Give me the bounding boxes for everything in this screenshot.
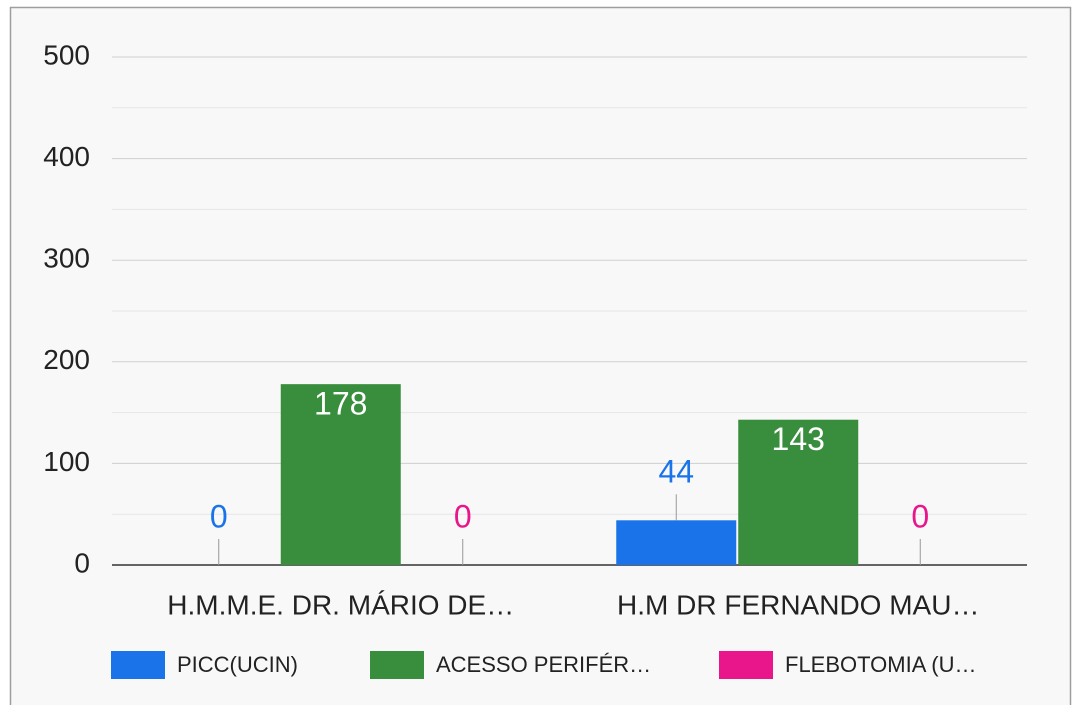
y-tick-label: 300 xyxy=(43,243,90,274)
x-tick-label: H.M DR FERNANDO MAU… xyxy=(617,589,979,620)
legend-swatch xyxy=(719,651,773,679)
y-tick-label: 0 xyxy=(74,547,90,578)
y-tick-label: 100 xyxy=(43,446,90,477)
legend-swatch xyxy=(370,651,424,679)
y-tick-label: 400 xyxy=(43,141,90,172)
y-tick-label: 500 xyxy=(43,39,90,70)
bar xyxy=(738,419,859,565)
y-tick-label: 200 xyxy=(43,344,90,375)
value-label: 143 xyxy=(772,421,825,457)
chart-frame xyxy=(9,6,1072,705)
legend-label: PICC(UCIN) xyxy=(177,652,298,677)
value-label: 0 xyxy=(210,498,228,534)
value-label: 44 xyxy=(658,454,694,490)
value-label: 0 xyxy=(911,498,929,534)
bar xyxy=(280,384,401,565)
legend-swatch xyxy=(111,651,165,679)
value-label: 178 xyxy=(314,386,367,422)
x-tick-label: H.M.M.E. DR. MÁRIO DE… xyxy=(167,589,514,620)
legend-label: FLEBOTOMIA (U… xyxy=(785,652,977,677)
bar xyxy=(616,520,737,565)
value-label: 0 xyxy=(454,498,472,534)
legend-label: ACESSO PERIFÉR… xyxy=(436,652,651,677)
